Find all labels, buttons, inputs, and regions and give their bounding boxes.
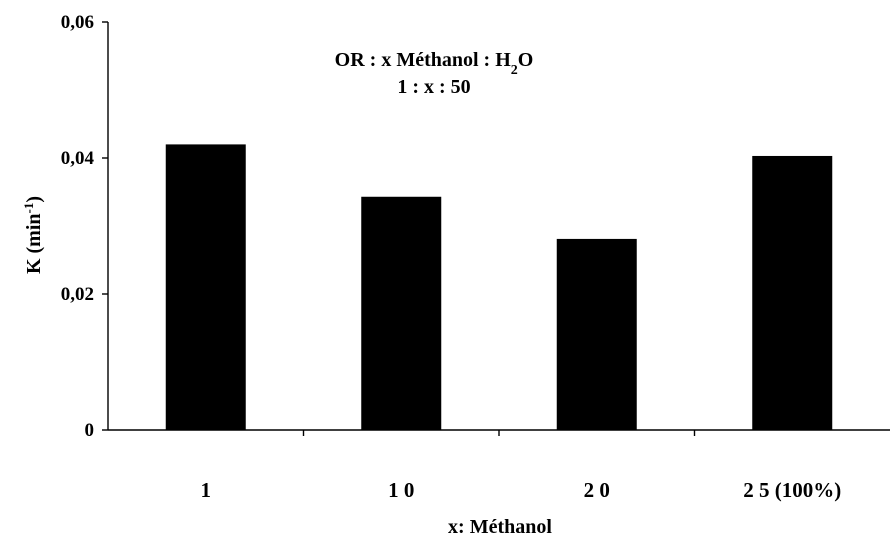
y-tick-label: 0,06 — [61, 12, 94, 33]
x-axis-label: x: Méthanol — [448, 516, 552, 538]
category-label: 2 0 — [584, 478, 610, 502]
y-tick-label: 0 — [85, 420, 95, 441]
annotation-line-1: OR : x Méthanol : H2O — [335, 49, 534, 78]
y-tick-label: 0,04 — [61, 148, 95, 169]
category-label: 2 5 (100%) — [743, 478, 841, 502]
bar — [361, 196, 442, 430]
category-labels: 1 1 0 2 0 2 5 (100%) — [201, 478, 842, 502]
y-tick-label: 0,02 — [61, 284, 94, 305]
bars — [165, 144, 833, 430]
bar — [556, 238, 637, 430]
category-label: 1 — [201, 478, 212, 502]
annotation-line-2: 1 : x : 50 — [397, 76, 470, 98]
category-label: 1 0 — [388, 478, 414, 502]
bar — [752, 155, 833, 430]
x-axis — [108, 429, 890, 436]
y-axis-label: K (min-1) — [21, 196, 46, 274]
bar — [165, 144, 246, 430]
y-axis: 0 0,02 0,04 0,06 — [61, 12, 109, 441]
